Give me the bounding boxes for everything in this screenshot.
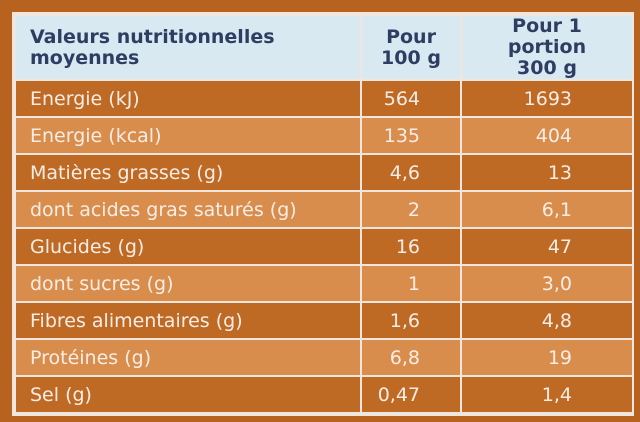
- nutrient-label: dont acides gras saturés (g): [14, 190, 362, 229]
- table-row: Sel (g) 0,47 1,4: [14, 375, 634, 414]
- nutrient-value: 6,1: [460, 190, 634, 229]
- table-row: Energie (kcal) 135 404: [14, 116, 634, 155]
- nutrient-value: 3,0: [460, 264, 634, 303]
- nutrition-table: Valeurs nutritionnelles moyennes Pour 100 g…: [12, 12, 634, 416]
- nutrient-value: 13: [460, 153, 634, 192]
- nutrient-value: 404: [460, 116, 634, 155]
- header-cell: Valeurs nutritionnelles moyennes: [14, 14, 362, 81]
- nutrient-value: 1,4: [460, 375, 634, 414]
- header-cell: Pour 1 portion 300 g: [460, 14, 634, 81]
- table-row: Protéines (g) 6,8 19: [14, 338, 634, 377]
- table-row: dont acides gras saturés (g) 2 6,1: [14, 190, 634, 229]
- nutrient-value: 19: [460, 338, 634, 377]
- nutrient-value: 135: [360, 116, 462, 155]
- nutrient-value: 6,8: [360, 338, 462, 377]
- nutrient-label: Matières grasses (g): [14, 153, 362, 192]
- nutrient-value: 1: [360, 264, 462, 303]
- header-text: 100 g: [381, 46, 441, 69]
- header-row: Valeurs nutritionnelles moyennes Pour 100 g…: [14, 14, 634, 81]
- nutrient-value: 1693: [460, 79, 634, 118]
- nutrient-value: 4,6: [360, 153, 462, 192]
- table-row: Glucides (g) 16 47: [14, 227, 634, 266]
- nutrient-label: Energie (kcal): [14, 116, 362, 155]
- nutrient-label: Energie (kJ): [14, 79, 362, 118]
- table-row: Fibres alimentaires (g) 1,6 4,8: [14, 301, 634, 340]
- header-text: Pour 1 portion: [507, 15, 587, 58]
- nutrient-value: 16: [360, 227, 462, 266]
- nutrient-value: 0,47: [360, 375, 462, 414]
- table-row: Matières grasses (g) 4,6 13: [14, 153, 634, 192]
- nutrient-value: 4,8: [460, 301, 634, 340]
- header-cell: Pour 100 g: [360, 14, 462, 81]
- header-text: Valeurs nutritionnelles: [30, 25, 275, 48]
- nutrient-label: dont sucres (g): [14, 264, 362, 303]
- table: Valeurs nutritionnelles moyennes Pour 100 g…: [14, 14, 634, 414]
- table-body: Energie (kJ) 564 1693 Energie (kcal) 135 404 M…: [14, 79, 634, 414]
- header-text: Pour: [386, 25, 436, 48]
- table-row: Energie (kJ) 564 1693: [14, 79, 634, 118]
- nutrient-value: 1,6: [360, 301, 462, 340]
- header-text: 300 g: [517, 57, 577, 79]
- nutrient-label: Fibres alimentaires (g): [14, 301, 362, 340]
- nutrient-value: 2: [360, 190, 462, 229]
- table-row: dont sucres (g) 1 3,0: [14, 264, 634, 303]
- nutrient-label: Protéines (g): [14, 338, 362, 377]
- nutrient-value: 47: [460, 227, 634, 266]
- table-header: Valeurs nutritionnelles moyennes Pour 100 g…: [14, 14, 634, 81]
- nutrient-value: 564: [360, 79, 462, 118]
- header-text: moyennes: [30, 46, 140, 69]
- nutrient-label: Glucides (g): [14, 227, 362, 266]
- nutrient-label: Sel (g): [14, 375, 362, 414]
